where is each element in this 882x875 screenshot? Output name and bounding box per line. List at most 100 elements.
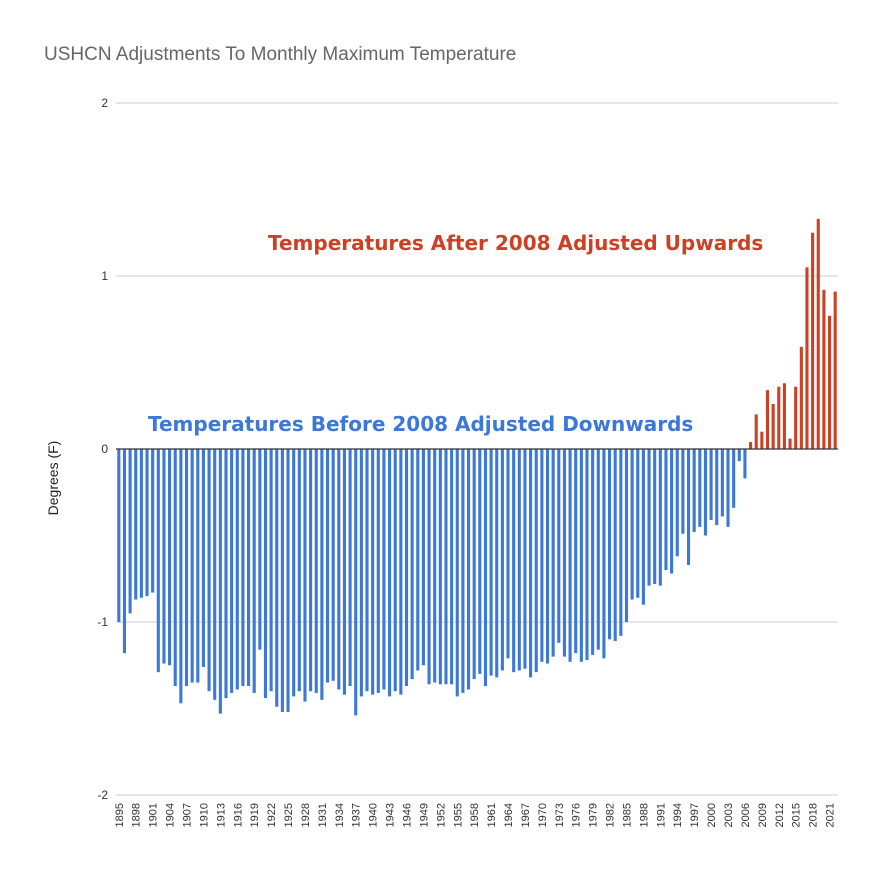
bar-1916 <box>235 449 239 690</box>
bar-1901 <box>151 449 155 593</box>
bar-1963 <box>500 449 504 671</box>
bar-1909 <box>196 449 200 683</box>
x-tick-label: 1928 <box>300 803 312 827</box>
bar-1988 <box>641 449 645 605</box>
bar-2019 <box>816 218 820 449</box>
bar-1968 <box>529 449 533 678</box>
x-tick-label: 1988 <box>638 803 650 827</box>
bar-1950 <box>427 449 431 685</box>
bar-1945 <box>399 449 403 695</box>
bar-1939 <box>365 449 369 692</box>
bar-1921 <box>263 449 268 699</box>
x-tick-label: 1991 <box>655 803 667 827</box>
y-tick-label: 0 <box>101 442 108 456</box>
bar-1960 <box>483 449 488 687</box>
bar-1926 <box>292 449 296 697</box>
bar-1906 <box>179 449 183 704</box>
bar-1991 <box>658 449 662 586</box>
bar-1984 <box>619 449 623 636</box>
bar-2002 <box>720 449 724 517</box>
bar-1935 <box>342 449 346 695</box>
bar-1977 <box>579 449 583 662</box>
x-tick-label: 1997 <box>689 803 701 827</box>
x-tick-label: 1970 <box>537 803 549 827</box>
bar-2021 <box>827 315 832 449</box>
bar-1970 <box>540 449 544 662</box>
x-tick-label: 2018 <box>808 803 820 827</box>
x-tick-label: 1955 <box>452 803 464 827</box>
bar-1925 <box>286 449 290 712</box>
bar-1940 <box>371 449 375 695</box>
x-tick-label: 2015 <box>791 803 803 827</box>
bar-1920 <box>258 449 262 650</box>
bar-2018 <box>811 232 815 449</box>
x-tick-label: 2003 <box>723 803 735 827</box>
x-tick-label: 1895 <box>114 803 126 827</box>
bar-1993 <box>670 449 674 574</box>
bar-1911 <box>207 449 211 692</box>
x-tick-label: 2000 <box>706 803 718 827</box>
bar-1930 <box>314 449 318 693</box>
bar-1902 <box>156 449 160 673</box>
bar-1942 <box>382 449 386 690</box>
bar-2010 <box>765 390 770 449</box>
bar-1905 <box>173 449 177 687</box>
bar-1954 <box>450 449 454 685</box>
bar-1937 <box>354 449 358 716</box>
y-axis-ticks: 2 1 0 -1 -2 <box>97 96 108 802</box>
bar-1958 <box>472 449 476 680</box>
bar-1979 <box>591 449 595 655</box>
x-tick-label: 1922 <box>266 803 278 827</box>
bar-1903 <box>162 449 166 664</box>
bar-1917 <box>241 449 245 687</box>
bar-2013 <box>782 383 786 449</box>
x-tick-label: 1964 <box>503 803 515 827</box>
y-tick-label: 2 <box>101 96 108 110</box>
bar-1974 <box>562 449 566 657</box>
x-tick-label: 1931 <box>317 803 329 827</box>
bar-1975 <box>568 449 572 662</box>
x-tick-label: 1994 <box>672 803 684 827</box>
bar-1980 <box>596 449 600 650</box>
bar-1923 <box>275 449 279 707</box>
x-tick-label: 1910 <box>198 803 210 827</box>
x-tick-label: 1949 <box>418 803 430 827</box>
bar-2011 <box>771 404 775 449</box>
bar-2012 <box>777 386 781 449</box>
bar-1996 <box>686 449 691 565</box>
bar-1900 <box>145 449 149 597</box>
bar-1962 <box>495 449 499 678</box>
bar-1947 <box>410 449 414 680</box>
bar-1899 <box>139 449 143 598</box>
x-tick-label: 1952 <box>435 803 447 827</box>
bar-1904 <box>168 449 172 666</box>
bar-1915 <box>230 449 234 693</box>
bar-1986 <box>630 449 634 600</box>
bar-1936 <box>348 449 352 687</box>
bar-1952 <box>438 449 442 685</box>
x-tick-label: 2012 <box>774 803 786 827</box>
bar-1967 <box>523 449 527 669</box>
y-axis-label: Degrees (F) <box>45 441 61 516</box>
x-tick-label: 1898 <box>131 803 143 827</box>
bars <box>117 218 837 716</box>
bar-1922 <box>269 449 273 692</box>
bar-1927 <box>297 449 301 692</box>
bar-1994 <box>675 449 679 557</box>
bar-2009 <box>760 431 764 449</box>
x-tick-label: 1961 <box>486 803 498 827</box>
x-tick-label: 2006 <box>740 803 752 827</box>
x-tick-label: 1919 <box>249 803 261 827</box>
y-tick-label: 1 <box>101 269 108 283</box>
bar-1949 <box>421 449 425 666</box>
x-tick-label: 1934 <box>334 803 346 827</box>
bar-1896 <box>122 449 127 654</box>
annotation-adjusted-upwards: Temperatures After 2008 Adjusted Upwards <box>268 231 763 255</box>
bar-1987 <box>636 449 640 598</box>
bar-1989 <box>647 449 651 586</box>
x-tick-label: 1967 <box>520 803 532 827</box>
x-tick-label: 1913 <box>215 803 227 827</box>
x-tick-label: 1985 <box>621 803 633 827</box>
bar-2006 <box>743 449 747 479</box>
x-tick-label: 1976 <box>571 803 583 827</box>
